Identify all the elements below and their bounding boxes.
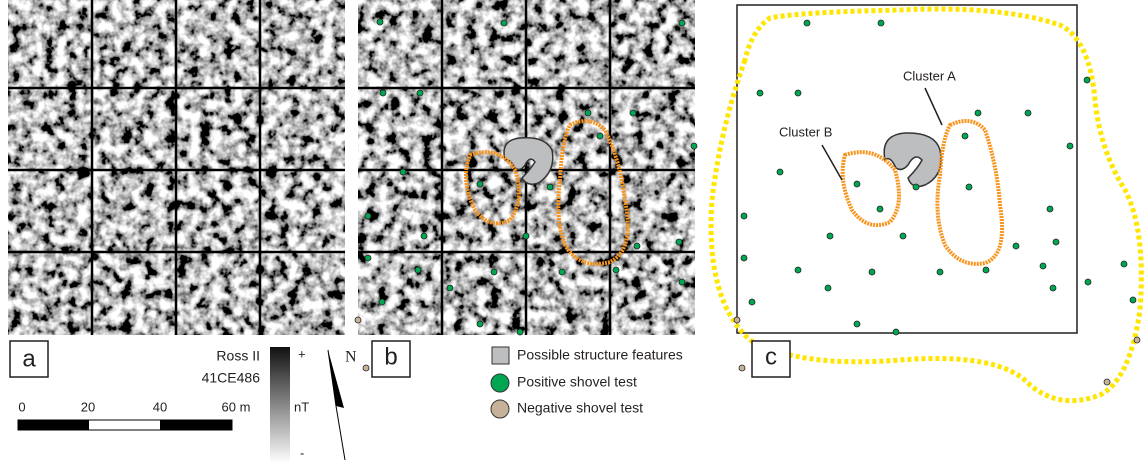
scale-label: 60 m	[222, 399, 251, 414]
shovel-test	[1134, 337, 1140, 343]
shovel-test	[501, 20, 507, 26]
shovel-test	[597, 133, 603, 139]
shovel-test	[477, 181, 483, 187]
scale-label: 40	[153, 399, 167, 414]
scale-label: 20	[81, 399, 95, 414]
shovel-test	[1053, 239, 1059, 245]
panel-label: a	[22, 345, 36, 372]
shovel-test	[415, 267, 421, 273]
panel-label: b	[384, 343, 397, 370]
shovel-test	[1104, 379, 1110, 385]
shovel-test	[400, 169, 406, 175]
frame	[737, 5, 1077, 333]
shovel-test	[854, 321, 860, 327]
shovel-test	[741, 213, 747, 219]
legend-label: Possible structure features	[517, 347, 683, 363]
shovel-test	[1013, 243, 1019, 249]
shovel-test	[1067, 143, 1073, 149]
gradient-unit: nT	[294, 399, 309, 414]
shovel-test	[878, 20, 884, 26]
shovel-test	[613, 267, 619, 273]
figure: Cluster A Cluster B a b c Ross II 41CE48…	[0, 0, 1146, 463]
shovel-test	[827, 233, 833, 239]
shovel-test	[962, 133, 968, 139]
site-name: Ross II	[216, 348, 260, 364]
gradient-min: -	[300, 445, 304, 460]
panel-label: c	[765, 343, 777, 370]
shovel-test	[380, 90, 386, 96]
scale-bar: 0 20 40 60 m	[18, 399, 250, 430]
north-arrow	[328, 350, 344, 408]
shovel-test	[795, 90, 801, 96]
shovel-test	[559, 269, 565, 275]
shovel-test	[757, 90, 763, 96]
shovel-test	[421, 233, 427, 239]
shovel-test	[417, 90, 423, 96]
shovel-test	[547, 184, 553, 190]
shovel-test	[523, 233, 529, 239]
shovel-test	[691, 143, 697, 149]
legend-label: Negative shovel test	[517, 400, 643, 416]
legend-swatch	[491, 400, 509, 418]
shovel-test	[777, 169, 783, 175]
shovel-test	[1085, 279, 1091, 285]
scale-segment	[18, 420, 89, 430]
shovel-test	[477, 321, 483, 327]
shovel-test	[676, 239, 682, 245]
shovel-test	[854, 181, 860, 187]
shovel-test	[1050, 285, 1056, 291]
shovel-test	[679, 20, 685, 26]
shovel-test	[893, 329, 899, 335]
annotation: Cluster A	[903, 68, 956, 83]
shovel-test	[877, 206, 883, 212]
shovel-test	[365, 213, 371, 219]
shovel-test	[966, 184, 972, 190]
shovel-test	[1025, 110, 1031, 116]
magnetometry-map-a	[8, 0, 345, 335]
shovel-test	[355, 317, 361, 323]
legend-swatch	[492, 347, 509, 364]
shovel-test	[365, 255, 371, 261]
shovel-test	[1040, 263, 1046, 269]
gradient-ramp	[270, 347, 290, 463]
shovel-test	[634, 243, 640, 249]
shovel-test	[491, 269, 497, 275]
north-label: N	[345, 349, 357, 366]
shovel-test	[749, 299, 755, 305]
shovel-test	[377, 19, 383, 25]
shovel-test	[1047, 206, 1053, 212]
shovel-test	[517, 329, 523, 335]
site-id: 41CE486	[202, 370, 261, 386]
shovel-test	[1084, 77, 1090, 83]
shovel-test	[379, 299, 385, 305]
shovel-test	[1121, 261, 1127, 267]
shovel-test	[900, 233, 906, 239]
shovel-test	[447, 285, 453, 291]
scale-label: 0	[18, 399, 25, 414]
shovel-test	[795, 267, 801, 273]
shovel-test	[983, 267, 989, 273]
legend-swatch	[491, 374, 509, 392]
shovel-test	[679, 279, 685, 285]
shovel-test	[739, 365, 745, 371]
annotation: Cluster B	[779, 124, 832, 139]
shovel-test	[741, 255, 747, 261]
shovel-test	[363, 365, 369, 371]
shovel-test	[825, 285, 831, 291]
shovel-test	[869, 269, 875, 275]
shovel-test	[804, 20, 810, 26]
magnetometry-map-b	[358, 0, 695, 335]
shovel-test	[734, 317, 740, 323]
scale-segment	[160, 420, 232, 430]
shovel-test	[937, 269, 943, 275]
legend-label: Positive shovel test	[517, 374, 637, 390]
shovel-test	[585, 110, 591, 116]
gradient-max: +	[298, 346, 306, 361]
shovel-test	[1130, 297, 1136, 303]
shovel-test	[913, 184, 919, 190]
shovel-test	[630, 110, 636, 116]
shovel-test	[975, 110, 981, 116]
